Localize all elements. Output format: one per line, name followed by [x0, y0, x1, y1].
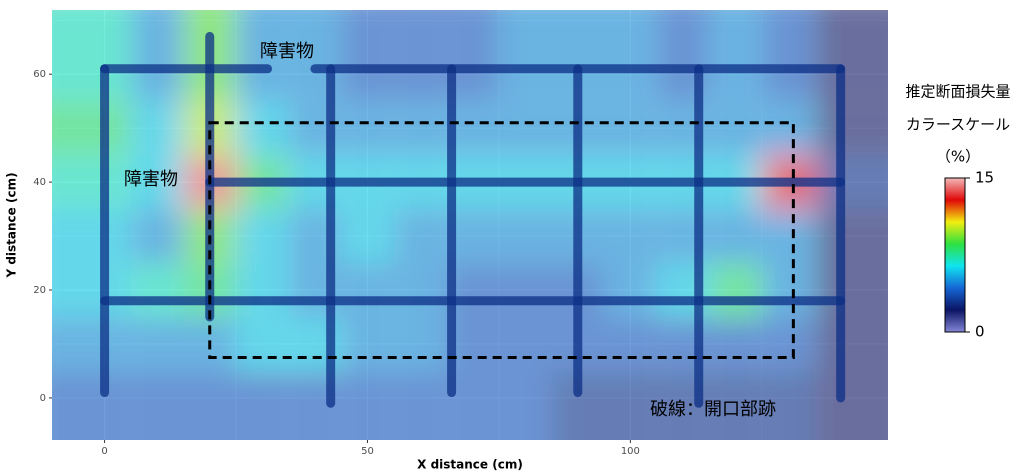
heat-cell	[130, 10, 184, 102]
heat-cell	[52, 263, 131, 317]
x-axis-title: X distance (cm)	[417, 458, 523, 472]
heat-cell	[761, 263, 815, 317]
heat-cell	[236, 10, 289, 102]
heat-cell	[604, 101, 657, 156]
heat-cell	[52, 316, 131, 371]
heat-cell	[130, 101, 184, 156]
heat-cell	[709, 10, 762, 102]
heat-cell	[341, 101, 394, 156]
colorbar-tick-label: 0	[975, 323, 985, 341]
heat-cell	[709, 316, 762, 371]
heat-cell	[52, 155, 131, 210]
heat-cell	[604, 10, 657, 102]
colorbar-title: カラースケール	[906, 116, 1010, 134]
heat-cell	[761, 10, 815, 102]
heat-cell	[814, 209, 888, 264]
opening-region	[208, 121, 795, 359]
heat-cell	[341, 370, 394, 440]
heat-cell	[52, 370, 131, 440]
heat-cell	[52, 101, 131, 156]
heat-cell	[393, 263, 447, 317]
heat-cell	[814, 316, 888, 371]
heat-cell	[341, 10, 394, 102]
colorbar-title: 推定断面損失量	[905, 83, 1010, 101]
x-tick-label: 0	[101, 446, 107, 457]
heat-cell	[498, 209, 552, 264]
heat-cell	[236, 209, 289, 264]
heat-cell	[709, 263, 762, 317]
heat-cell	[814, 10, 888, 102]
heat-cell	[498, 101, 552, 156]
y-tick-label: 60	[33, 69, 46, 80]
heat-cell	[393, 370, 447, 440]
y-axis-title: Y distance (cm)	[5, 172, 19, 278]
heat-cell	[393, 101, 447, 156]
heat-cell	[183, 370, 237, 440]
heat-cell	[814, 101, 888, 156]
heat-cell	[709, 209, 762, 264]
heat-cell	[236, 101, 289, 156]
heat-cell	[814, 370, 888, 440]
heat-cell	[130, 155, 184, 210]
annotation: 障害物	[260, 41, 314, 62]
colorbar	[944, 177, 966, 333]
heat-cell	[130, 263, 184, 317]
heat-cell	[761, 101, 815, 156]
heat-cell	[393, 316, 447, 371]
heat-cell	[761, 316, 815, 371]
heat-cell	[52, 209, 131, 264]
heat-cell	[236, 316, 289, 371]
heat-cell	[604, 316, 657, 371]
heat-cell	[341, 263, 394, 317]
heat-cell	[130, 209, 184, 264]
heat-cell	[709, 370, 762, 440]
annotation: 破線：開口部跡	[650, 399, 776, 420]
heat-cell	[604, 209, 657, 264]
colorbar-title: （%）	[936, 148, 980, 166]
heat-cell	[709, 101, 762, 156]
y-tick-label: 0	[40, 393, 46, 404]
annotation: 障害物	[124, 169, 178, 190]
heat-cell	[52, 10, 131, 102]
y-tick-label: 20	[33, 285, 46, 296]
x-tick-label: 50	[361, 446, 374, 457]
heat-cell	[814, 263, 888, 317]
heat-cell	[236, 370, 289, 440]
heat-cell	[341, 209, 394, 264]
heat-cell	[498, 10, 552, 102]
x-tick-label: 100	[621, 446, 640, 457]
heat-cell	[498, 263, 552, 317]
heat-cell	[498, 370, 552, 440]
heat-cell	[761, 209, 815, 264]
heat-cell	[761, 370, 815, 440]
heat-cell	[393, 209, 447, 264]
heat-cell	[341, 316, 394, 371]
heat-cell	[604, 263, 657, 317]
heat-cell	[236, 263, 289, 317]
heat-cell	[604, 370, 657, 440]
colorbar-tick-label: 15	[975, 169, 994, 187]
heat-cell	[130, 370, 184, 440]
heat-cell	[130, 316, 184, 371]
y-tick-label: 40	[33, 177, 46, 188]
heat-cell	[393, 10, 447, 102]
heat-cell	[498, 316, 552, 371]
